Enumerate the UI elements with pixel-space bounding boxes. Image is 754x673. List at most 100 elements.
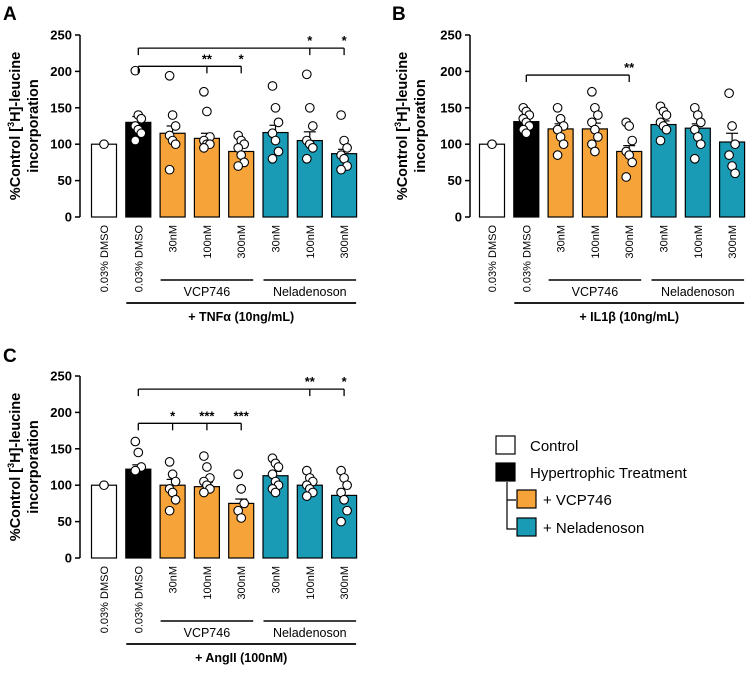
data-point [167, 110, 178, 120]
data-point [136, 128, 147, 139]
group-label-vcp746: VCP746 [184, 626, 231, 640]
x-tick-label: 0.03% DMSO [99, 225, 111, 293]
data-point [267, 81, 278, 91]
legend-swatch-control [495, 435, 516, 455]
x-tick-label: 30nM [659, 225, 671, 253]
data-point [233, 469, 244, 480]
y-axis-label: %Control [3H]-leucine [393, 52, 411, 200]
data-point [304, 102, 315, 113]
data-point [552, 150, 563, 160]
x-tick-label: 300nM [727, 225, 739, 259]
bar [296, 139, 323, 218]
x-tick-label: 30nM [168, 566, 180, 594]
data-point [695, 117, 706, 128]
x-tick-label: 0.03% DMSO [133, 225, 145, 293]
y-tick-label: 150 [50, 441, 72, 456]
treatment-label: + AngII (100nM) [195, 651, 287, 665]
data-point [593, 132, 603, 142]
data-point [593, 110, 603, 120]
data-point [627, 157, 638, 168]
data-point [336, 516, 346, 527]
y-axis-label-prefix: %Control [ [8, 468, 24, 541]
y-tick-label: 150 [50, 100, 72, 115]
data-point [301, 69, 312, 80]
data-point [130, 65, 141, 76]
data-point [170, 494, 181, 505]
legend-connector [506, 482, 516, 530]
y-axis-label-suffix: H]-leucine [8, 393, 24, 463]
legend-label-control: Control [530, 438, 578, 455]
x-tick-label: 30nM [556, 225, 568, 253]
data-point [164, 457, 175, 467]
panel-label-b: B [392, 4, 406, 25]
x-tick-label: 300nM [339, 566, 351, 600]
data-point [342, 505, 352, 516]
y-tick-label: 0 [65, 551, 72, 566]
data-point [590, 146, 600, 157]
group-label-vcp746: VCP746 [184, 285, 231, 299]
sig-stars: *** [199, 408, 215, 423]
data-point [270, 102, 281, 113]
bar [159, 484, 186, 559]
data-point [130, 465, 141, 476]
legend-label-hypertrophic: Hypertrophic Treatment [530, 465, 688, 482]
y-tick-label: 250 [50, 28, 72, 43]
y-tick-label: 0 [65, 210, 72, 225]
data-point [273, 117, 284, 128]
x-tick-label: 30nM [168, 225, 180, 253]
x-tick-label: 300nM [236, 566, 248, 600]
data-point [558, 139, 569, 150]
sig-stars: ** [305, 374, 316, 389]
data-point [336, 110, 346, 120]
data-point [270, 487, 281, 498]
y-tick-label: 50 [58, 173, 72, 188]
y-axis-label: %Control [3H]-leucine [6, 52, 24, 200]
sig-stars: ** [624, 60, 635, 75]
data-point [627, 135, 638, 146]
y-tick-label: 200 [50, 64, 72, 79]
x-tick-label: 30nM [271, 225, 283, 253]
sig-stars: * [342, 33, 348, 48]
data-point [661, 124, 672, 135]
x-tick-label: 100nM [202, 566, 214, 600]
x-tick-label: 300nM [339, 225, 351, 259]
x-tick-label: 0.03% DMSO [487, 225, 499, 293]
bar [90, 143, 118, 218]
group-label-neladenoson: Neladenoson [273, 626, 347, 640]
treatment-label: + TNFα (10ng/mL) [188, 310, 294, 324]
data-point [267, 153, 278, 164]
chart-panel-a: 0 50 100 150 200 250 %Control [3H]-leucine inco… [6, 28, 358, 324]
y-axis-label-sup: 3 [393, 122, 403, 127]
y-tick-label: 150 [440, 100, 462, 115]
y-axis-label-prefix: %Control [ [395, 127, 411, 200]
data-point [164, 164, 175, 175]
data-point [273, 146, 284, 157]
data-point [587, 86, 597, 97]
y-tick-label: 0 [455, 210, 462, 225]
group-label-neladenoson: Neladenoson [661, 285, 735, 299]
y-axis-label-sup: 3 [6, 463, 16, 468]
data-point [270, 135, 281, 146]
data-point [239, 498, 250, 509]
legend-label-vcp746: + VCP746 [543, 492, 612, 509]
data-point [233, 161, 244, 171]
x-tick-label: 30nM [271, 566, 283, 594]
x-tick-label: 100nM [305, 225, 317, 259]
x-tick-label: 100nM [590, 225, 602, 259]
data-point [307, 142, 318, 153]
data-point [170, 476, 181, 487]
y-axis-label-sup: 3 [6, 122, 16, 127]
y-tick-label: 200 [440, 64, 462, 79]
data-point [342, 142, 352, 153]
bar [193, 486, 220, 559]
bar [331, 494, 358, 559]
data-point [164, 70, 175, 81]
data-point [521, 128, 532, 139]
data-point [624, 121, 635, 131]
data-point [695, 139, 706, 150]
data-point [661, 110, 672, 120]
legend-label-neladenoson: + Neladenoson [543, 520, 644, 537]
x-tick-label: 100nM [202, 225, 214, 259]
x-tick-label: 100nM [693, 225, 705, 259]
y-axis-label-line2: incorporation [413, 79, 429, 172]
